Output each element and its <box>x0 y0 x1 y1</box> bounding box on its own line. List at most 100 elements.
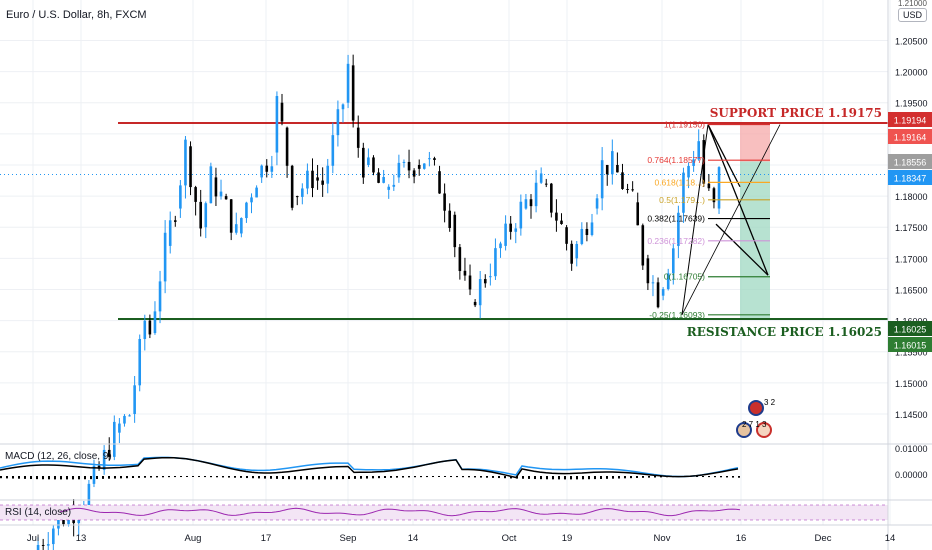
macd-histogram-bar <box>600 476 602 479</box>
candle-body <box>544 183 548 185</box>
macd-histogram-bar <box>276 476 278 479</box>
macd-label[interactable]: MACD (12, 26, close, 9) <box>5 451 112 462</box>
macd-histogram-bar <box>120 476 122 479</box>
time-axis[interactable]: Jul 13 Aug 17 Sep 14 Oct 19 Nov 16 Dec 14 <box>0 524 932 544</box>
time-tick-label: Sep <box>340 533 357 544</box>
price-tick-label: 1.18000 <box>895 192 928 202</box>
macd-histogram-bar <box>36 476 38 480</box>
macd-histogram-bar <box>612 476 614 479</box>
currency-unit-badge[interactable]: USD <box>898 8 927 22</box>
macd-histogram-bar <box>408 476 410 478</box>
macd-histogram-bar <box>552 476 554 480</box>
candle-body <box>651 282 655 284</box>
macd-histogram-bar <box>42 476 44 480</box>
macd-histogram-bar <box>510 476 512 479</box>
candle-body <box>224 196 228 200</box>
candle-body <box>590 222 594 236</box>
candle-body <box>326 165 330 184</box>
macd-histogram-bar <box>498 476 500 479</box>
candle-body <box>489 276 492 278</box>
macd-histogram-bar <box>174 476 176 478</box>
macd-line <box>0 456 739 478</box>
macd-histogram-bar <box>234 476 236 478</box>
candle-body <box>219 191 223 197</box>
candle-body <box>102 449 106 471</box>
price-tick-label: 1.17500 <box>895 223 928 233</box>
macd-histogram-bar <box>54 476 56 480</box>
candle-body <box>87 483 91 507</box>
candle-body <box>168 220 172 246</box>
candle-body <box>407 161 411 171</box>
macd-histogram-bar <box>636 476 638 478</box>
candle-body <box>468 275 472 290</box>
macd-histogram-bar <box>264 476 266 479</box>
candle-body <box>260 165 263 178</box>
candle-body <box>433 158 436 160</box>
macd-histogram-bar <box>594 476 596 480</box>
time-tick-label: Nov <box>654 533 671 544</box>
macd-histogram-bar <box>78 476 80 480</box>
macd-histogram-bar <box>432 476 434 478</box>
macd-histogram-bar <box>312 476 314 480</box>
candle-body <box>306 170 309 189</box>
macd-histogram-bar <box>540 476 542 480</box>
macd-signal-line <box>0 456 739 479</box>
fib-level-label: 0.236(1.17282) <box>647 236 705 246</box>
time-tick-label: Jul <box>27 533 39 544</box>
candle-body <box>52 528 55 545</box>
candle-body <box>301 188 304 197</box>
time-tick-label: 19 <box>562 533 573 544</box>
candle-body <box>209 166 213 204</box>
candle-body <box>692 159 695 166</box>
rsi-label[interactable]: RSI (14, close) <box>5 507 72 518</box>
candle-body <box>341 104 345 110</box>
macd-histogram-bar <box>732 476 734 478</box>
triangle-line-base <box>715 223 769 276</box>
time-tick-label: Oct <box>502 533 517 544</box>
candle-body <box>575 243 579 259</box>
candle-body <box>631 189 634 191</box>
price-axis[interactable]: 1.205001.200001.195001.190001.185001.180… <box>887 0 928 550</box>
rsi-band <box>0 505 888 520</box>
macd-histogram-bar <box>564 476 566 480</box>
price-tick-label: 1.16500 <box>895 285 928 295</box>
macd-histogram-bar <box>240 476 242 478</box>
macd-histogram-bar <box>24 476 26 479</box>
symbol-title[interactable]: Euro / U.S. Dollar, 8h, FXCM <box>6 9 147 21</box>
candle-body <box>128 415 131 417</box>
macd-histogram-bar <box>522 476 524 479</box>
candle-body <box>504 223 507 246</box>
macd-histogram-bar <box>132 476 134 479</box>
candle-body <box>555 212 558 221</box>
macd-histogram-bar <box>318 476 320 480</box>
candle-body <box>199 201 202 229</box>
macd-histogram-bar <box>126 476 128 479</box>
candle-body <box>234 224 238 233</box>
candle-body <box>245 202 248 219</box>
macd-histogram-bar <box>90 476 92 480</box>
candle-body <box>534 182 538 207</box>
macd-histogram-bar <box>366 476 368 479</box>
candle-body <box>163 232 167 282</box>
time-tick-label: Dec <box>815 533 832 544</box>
macd-histogram-bar <box>426 476 428 478</box>
macd-histogram-bar <box>222 476 224 478</box>
macd-histogram-bar <box>12 476 14 479</box>
macd-histogram-bar <box>468 476 470 478</box>
macd-histogram-bar <box>60 476 62 480</box>
fib-level-label: 0(1.16705) <box>664 272 705 282</box>
currency-badge[interactable]: 1.21000 <box>898 0 927 8</box>
candle-body <box>453 214 457 248</box>
macd-histogram-bar <box>738 476 740 478</box>
macd-histogram-bar <box>660 476 662 478</box>
macd-histogram-bar <box>252 476 254 479</box>
candle-body <box>184 139 187 186</box>
macd-histogram-bar <box>420 476 422 478</box>
candle-body <box>41 544 45 546</box>
candle-body <box>682 172 685 213</box>
stop-loss-zone <box>740 122 770 162</box>
candle-body <box>702 140 706 184</box>
macd-histogram-bar <box>606 476 608 479</box>
macd-histogram-bar <box>150 476 152 478</box>
